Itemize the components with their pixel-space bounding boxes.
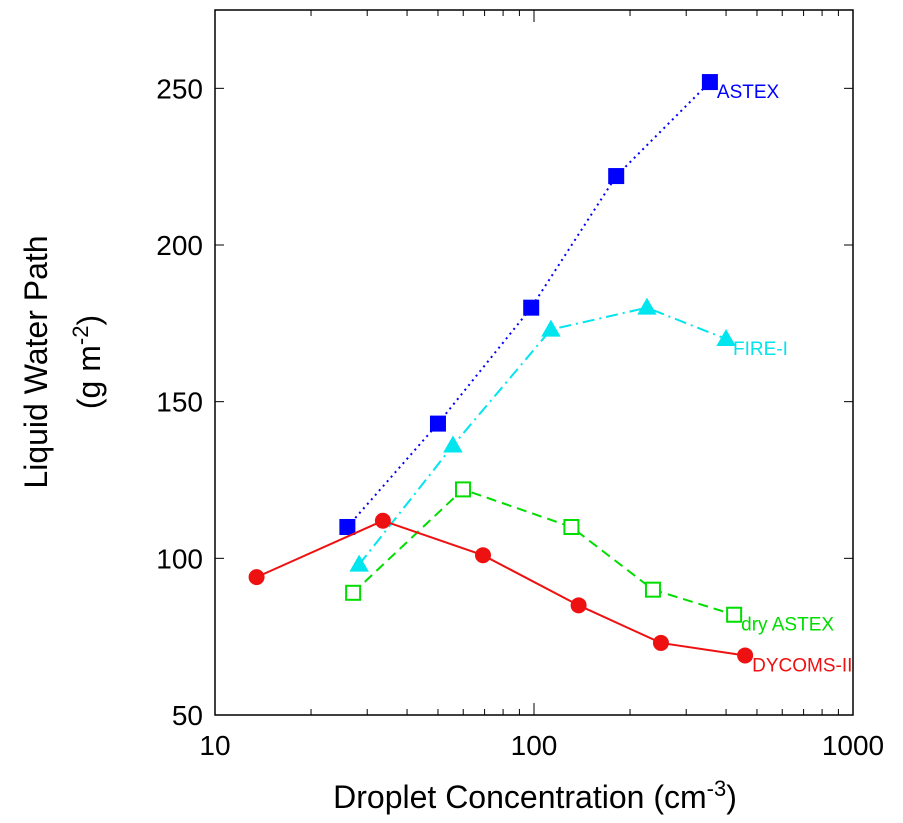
- x-axis-label: Droplet Concentration (cm-3): [333, 776, 737, 815]
- marker: [474, 547, 491, 564]
- marker: [570, 597, 587, 614]
- y-tick-label: 100: [156, 543, 203, 574]
- y-unit-sup: -2: [68, 326, 93, 346]
- marker: [652, 634, 669, 651]
- marker: [349, 554, 369, 572]
- series-line: [358, 306, 727, 566]
- y-tick-label: 200: [156, 230, 203, 261]
- x-label-close: ): [726, 779, 737, 815]
- x-label-text: Droplet Concentration (cm: [333, 779, 706, 815]
- marker: [644, 581, 661, 598]
- series-label: dry ASTEX: [741, 615, 834, 636]
- marker: [701, 74, 718, 91]
- marker: [339, 519, 356, 535]
- y-unit-text: (g m: [71, 345, 107, 409]
- marker: [541, 319, 561, 337]
- series-label: DYCOMS-II: [752, 655, 852, 676]
- marker: [563, 519, 580, 535]
- series-label: ASTEX: [717, 82, 780, 103]
- y-unit-close: ): [71, 315, 107, 326]
- marker: [248, 569, 265, 586]
- marker: [345, 584, 362, 601]
- marker: [443, 435, 463, 453]
- x-tick-label: 1000: [822, 730, 884, 761]
- y-tick-label: 50: [172, 700, 203, 731]
- marker: [454, 481, 471, 498]
- x-tick-label: 100: [511, 730, 558, 761]
- y-axis-label: Liquid Water Path: [18, 235, 54, 488]
- y-tick-label: 250: [156, 73, 203, 104]
- x-label-sup: -3: [707, 776, 727, 801]
- marker: [523, 299, 540, 316]
- marker: [716, 328, 736, 346]
- marker: [737, 647, 754, 664]
- series-label: FIRE-I: [733, 339, 788, 360]
- marker: [608, 168, 625, 185]
- y-tick-label: 150: [156, 387, 203, 418]
- series-line: [346, 81, 711, 528]
- plot-frame: [214, 9, 854, 716]
- y-axis-unit: (g m-2): [68, 315, 107, 409]
- marker: [429, 415, 446, 432]
- marker: [637, 297, 657, 315]
- x-tick-label: 10: [199, 730, 230, 761]
- marker: [374, 512, 391, 529]
- series-line: [256, 519, 746, 657]
- marker: [726, 606, 743, 623]
